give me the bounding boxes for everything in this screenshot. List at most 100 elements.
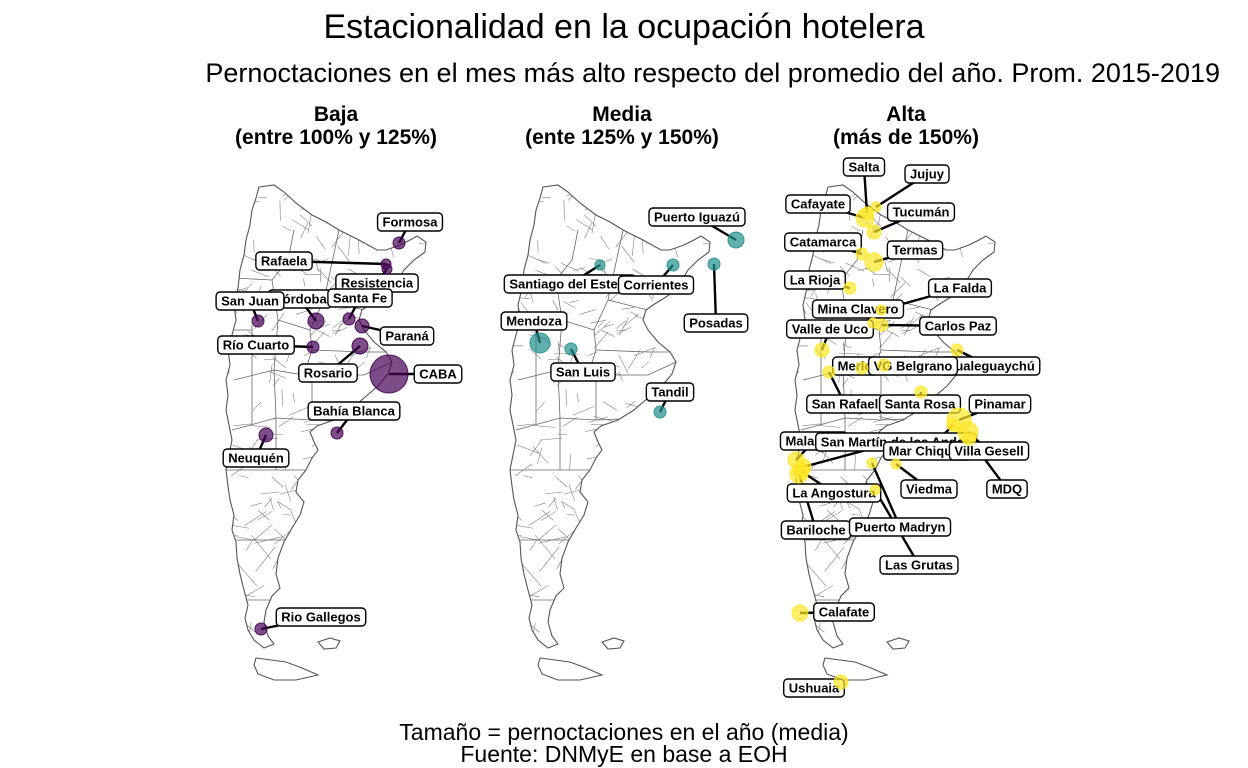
point-alta-6 xyxy=(843,281,857,295)
place-label-text: Las Grutas xyxy=(885,558,953,573)
place-label-text: San Luis xyxy=(556,365,610,380)
caption-size: Tamaño = pernoctaciones en el año (media… xyxy=(399,719,849,745)
place-label-text: Córdoba xyxy=(273,292,327,307)
panel-title-media-line2: (ente 125% y 150%) xyxy=(525,126,719,149)
place-label-text: Resistencia xyxy=(341,276,414,291)
place-label: Termas xyxy=(886,240,944,260)
leader-line xyxy=(712,263,718,324)
tierra-del-fuego-outline xyxy=(537,657,604,681)
point-baja-6 xyxy=(354,318,370,334)
place-label-text: La Falda xyxy=(934,281,988,296)
place-label-text: Tandil xyxy=(651,385,688,400)
point-alta-27 xyxy=(791,604,809,622)
malvinas-outline xyxy=(601,637,625,650)
panel-title-baja: Baja (entre 100% y 125%) xyxy=(186,103,486,149)
place-label: Rafaela xyxy=(255,251,313,271)
place-label: Rosario xyxy=(298,363,358,383)
place-label-text: Carlos Paz xyxy=(925,319,992,334)
leader-line xyxy=(870,462,902,528)
place-label: Santa Fe xyxy=(327,288,393,308)
point-baja-8 xyxy=(351,337,369,355)
place-label-text: CABA xyxy=(419,367,457,382)
place-label: La Angostura xyxy=(786,483,882,503)
place-label: Puerto Iguazú xyxy=(648,207,746,227)
malvinas-outline xyxy=(886,637,910,650)
place-label-text: Rosario xyxy=(304,366,352,381)
point-alta-5 xyxy=(864,252,884,272)
place-label: Gualeguaychú xyxy=(939,356,1041,376)
place-label-text: Jujuy xyxy=(910,167,945,182)
place-label-text: Neuquén xyxy=(228,451,284,466)
place-label-text: Posadas xyxy=(689,316,742,331)
place-label-text: Villa Gesell xyxy=(954,444,1023,459)
place-label: Neuquén xyxy=(222,448,290,468)
place-label-text: Bahía Blanca xyxy=(313,404,395,419)
place-label: Paraná xyxy=(379,326,435,346)
point-alta-26 xyxy=(869,484,881,496)
place-label-text: Puerto Madryn xyxy=(854,520,945,535)
place-label: MDQ xyxy=(986,479,1028,499)
point-alta-19 xyxy=(946,418,960,432)
labels-baja: Formosa Rafaela Resistencia Córdoba Santa Fe… xyxy=(215,212,463,631)
point-alta-14 xyxy=(822,365,836,379)
point-alta-11 xyxy=(855,361,869,375)
place-label: Pinamar xyxy=(968,394,1032,414)
point-alta-1 xyxy=(870,201,882,213)
point-alta-28 xyxy=(833,674,849,690)
point-media-1 xyxy=(594,259,606,271)
place-label: Carlos Paz xyxy=(919,316,997,336)
point-baja-9 xyxy=(369,354,409,394)
place-label-text: Catamarca xyxy=(790,235,857,250)
point-media-0 xyxy=(727,231,745,249)
place-label-text: Santiago del Estero xyxy=(509,277,630,292)
point-media-3 xyxy=(707,257,721,271)
department-borders xyxy=(226,185,426,659)
panel-title-alta: Alta (más de 150%) xyxy=(756,103,1056,149)
point-alta-10 xyxy=(814,342,830,358)
place-label: Villa Gesell xyxy=(948,441,1030,461)
map-title: Estacionalidad en la ocupación hotelera xyxy=(323,8,925,46)
points-baja xyxy=(251,236,409,636)
place-label-text: Rafaela xyxy=(261,254,308,269)
labels-media: Puerto Iguazú Santiago del EsteroCorrient… xyxy=(500,207,749,413)
point-baja-12 xyxy=(254,622,268,636)
place-label: Las Grutas xyxy=(879,555,959,575)
place-label: San Juan xyxy=(215,291,285,311)
place-label-text: Rio Gallegos xyxy=(281,610,360,625)
point-alta-9 xyxy=(875,318,889,332)
panel-title-media: Media (ente 125% y 150%) xyxy=(472,103,772,149)
place-label-text: Bariloche xyxy=(786,523,845,538)
place-label-text: Mar Chiquita xyxy=(889,444,968,459)
point-baja-3 xyxy=(307,312,325,330)
panel-title-baja-line2: (entre 100% y 125%) xyxy=(235,126,437,149)
point-alta-15 xyxy=(914,385,928,399)
place-label-text: Santa Fe xyxy=(333,291,387,306)
place-label: Posadas xyxy=(683,313,749,333)
place-label-text: Puerto Iguazú xyxy=(654,210,740,225)
point-baja-0 xyxy=(392,236,406,250)
place-label: Ushuaia xyxy=(783,678,845,698)
caption-source: Fuente: DNMyE en base a EOH xyxy=(460,741,788,767)
place-label: Catamarca xyxy=(784,232,862,252)
place-label-text: VG Belgrano xyxy=(874,359,953,374)
place-label-text: La Angostura xyxy=(792,486,876,501)
place-label-text: MDQ xyxy=(992,482,1022,497)
place-label-text: Ushuaia xyxy=(789,681,840,696)
place-label-text: Río Cuarto xyxy=(223,338,290,353)
point-alta-7 xyxy=(875,304,887,316)
place-label-text: Gualeguaychú xyxy=(945,359,1035,374)
country-outline xyxy=(509,184,711,649)
place-label: Jujuy xyxy=(904,164,950,184)
place-label-text: San Rafael xyxy=(812,397,878,412)
point-baja-10 xyxy=(330,426,344,440)
point-baja-7 xyxy=(306,340,320,354)
place-label-text: Cafayate xyxy=(791,197,845,212)
place-label-text: Termas xyxy=(892,243,937,258)
place-label: Rio Gallegos xyxy=(275,607,367,627)
place-label-text: Valle de Uco xyxy=(792,322,869,337)
place-label-text: Santa Rosa xyxy=(885,397,957,412)
place-label: Viedma xyxy=(900,479,958,499)
malvinas-outline xyxy=(317,637,341,650)
tierra-del-fuego-outline xyxy=(253,657,320,681)
